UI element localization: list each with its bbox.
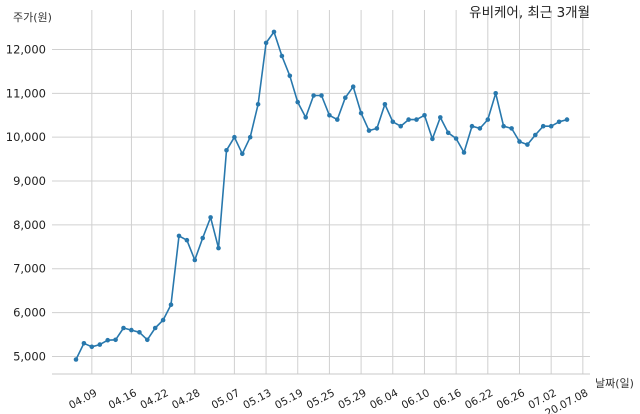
data-point (461, 150, 467, 155)
data-point (438, 115, 443, 120)
data-points (73, 29, 570, 362)
data-point (493, 91, 499, 96)
data-point (350, 84, 356, 89)
data-point (453, 136, 459, 141)
x-tick-label: 05.29 (336, 387, 368, 412)
x-axis-title: 날짜(일) (595, 376, 634, 390)
y-tick-label: 7,000 (13, 262, 46, 276)
data-point (358, 110, 364, 116)
data-point (533, 132, 538, 138)
data-point (343, 95, 348, 100)
x-tick-label: 06.10 (400, 387, 432, 412)
y-tick-label: 11,000 (6, 86, 46, 100)
y-tick-label: 5,000 (13, 349, 46, 363)
data-point (263, 40, 269, 46)
y-tick-label: 6,000 (13, 306, 46, 320)
data-point (445, 130, 451, 136)
data-point (81, 341, 87, 346)
data-point (184, 237, 190, 243)
data-point (398, 123, 404, 129)
data-point (517, 139, 522, 144)
data-point (145, 337, 150, 343)
y-axis-ticks: 5,000 6,000 7,000 8,000 9,000 10,000 11,000 12,… (6, 42, 46, 363)
data-point (295, 99, 301, 105)
data-point (121, 325, 126, 331)
x-tick-label: 06.22 (463, 387, 495, 412)
x-tick-label: 05.13 (241, 387, 273, 412)
x-tick-label: 05.25 (305, 387, 337, 412)
data-point (287, 73, 293, 79)
data-point (390, 119, 396, 125)
data-point (152, 325, 158, 331)
data-point (247, 134, 253, 140)
data-point (271, 29, 277, 35)
data-point (556, 119, 562, 125)
data-point (192, 257, 198, 263)
data-point (232, 134, 237, 140)
x-tick-label: 04.16 (107, 387, 139, 412)
data-point (240, 151, 245, 157)
series-line (75, 31, 568, 361)
y-tick-label: 9,000 (13, 174, 46, 188)
data-point (382, 102, 388, 107)
data-point (303, 115, 309, 120)
data-point (374, 126, 380, 131)
x-axis-ticks: 04.09 04.16 04.22 04.28 05.07 05.13 05.19 05.25… (67, 387, 590, 414)
data-point (73, 357, 79, 362)
x-tick-label: 04.09 (67, 387, 99, 412)
data-point (200, 235, 205, 241)
data-point (176, 233, 182, 239)
data-point (319, 93, 324, 98)
data-point (224, 148, 229, 153)
data-point (430, 136, 435, 142)
data-point (485, 117, 491, 122)
data-point (414, 117, 419, 122)
x-tick-label: 04.28 (170, 387, 202, 412)
data-point (311, 93, 316, 98)
x-tick-label: 06.26 (495, 387, 527, 412)
data-point (406, 117, 411, 122)
data-point (160, 317, 166, 323)
data-point (477, 126, 483, 131)
data-point (564, 117, 570, 122)
data-point (168, 302, 174, 308)
data-point (279, 53, 285, 59)
data-point (525, 142, 530, 147)
data-point (216, 245, 221, 251)
x-tick-label: 05.07 (210, 387, 242, 412)
data-point (335, 117, 340, 122)
data-point (97, 342, 103, 347)
grid-layer (52, 10, 590, 374)
data-point (366, 128, 372, 133)
data-point (208, 215, 213, 220)
data-point (469, 123, 475, 129)
x-tick-label: 05.19 (273, 387, 305, 412)
data-point (548, 123, 554, 129)
data-point (89, 344, 95, 350)
x-tick-label: 04.22 (138, 387, 170, 412)
data-point (509, 126, 514, 131)
data-point (137, 330, 142, 335)
x-tick-label: 06.04 (368, 387, 400, 412)
x-tick-label: 06.16 (431, 387, 463, 412)
data-point (105, 337, 110, 343)
data-point (501, 123, 506, 129)
data-point (255, 102, 261, 107)
data-point (129, 327, 134, 333)
data-point (540, 123, 546, 129)
chart-title: 유비케어, 최근 3개월 (469, 5, 590, 21)
data-point (422, 113, 427, 118)
data-point (113, 337, 118, 343)
y-tick-label: 8,000 (13, 218, 46, 232)
y-tick-label: 10,000 (6, 130, 46, 144)
y-axis-title: 주가(원) (13, 11, 52, 24)
y-tick-label: 12,000 (6, 42, 46, 56)
data-point (327, 113, 332, 118)
